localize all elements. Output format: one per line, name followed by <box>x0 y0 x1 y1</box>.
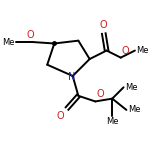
Text: N: N <box>68 72 75 82</box>
Text: Me: Me <box>106 117 119 126</box>
Text: Me: Me <box>2 38 15 47</box>
Text: O: O <box>96 89 104 99</box>
Text: Me: Me <box>125 83 138 92</box>
Text: Me: Me <box>128 105 140 114</box>
Text: Me: Me <box>136 46 149 55</box>
Text: O: O <box>57 111 64 121</box>
Text: O: O <box>100 20 108 30</box>
Text: O: O <box>26 30 34 40</box>
Text: O: O <box>121 45 129 55</box>
